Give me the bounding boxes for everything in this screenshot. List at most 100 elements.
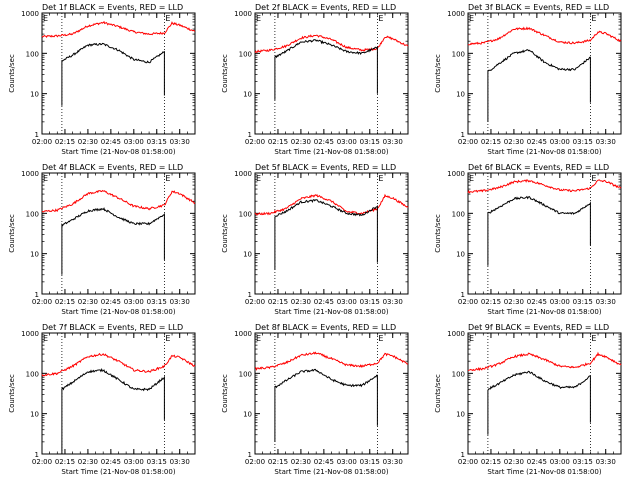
event-marker-label: E xyxy=(591,14,596,23)
x-tick-label: 03:00 xyxy=(124,138,144,146)
chart-panel: Det 6f BLACK = Events, RED = LLD 1 10 100 10… xyxy=(434,163,622,316)
events-series-line xyxy=(61,207,165,275)
event-marker-label: E xyxy=(469,334,474,343)
lld-series-line xyxy=(41,189,196,213)
chart-title: Det 3f BLACK = Events, RED = LLD xyxy=(468,3,609,12)
x-axis-label: Start Time (21-Nov-08 01:58:00) xyxy=(487,468,601,476)
events-series-line xyxy=(274,39,378,100)
x-tick-label: 03:00 xyxy=(550,458,570,466)
x-tick-label: 03:00 xyxy=(550,138,570,146)
y-tick-label: 100 xyxy=(26,370,39,378)
x-tick-label: 02:00 xyxy=(32,298,52,306)
plot-frame xyxy=(254,172,409,295)
chart-panel: Det 1f BLACK = Events, RED = LLD 1 10 100 10… xyxy=(8,3,196,156)
y-axis-label: Counts/sec xyxy=(434,374,442,413)
x-tick-label: 02:15 xyxy=(268,458,288,466)
x-tick-label: 02:15 xyxy=(481,138,501,146)
x-tick-label: 03:00 xyxy=(337,298,357,306)
lld-series-line xyxy=(41,352,196,377)
chart-title: Det 9f BLACK = Events, RED = LLD xyxy=(468,323,609,332)
x-tick-label: 02:00 xyxy=(32,458,52,466)
y-tick-label: 10 xyxy=(243,411,252,419)
event-marker-label: E xyxy=(43,14,48,23)
x-axis-label: Start Time (21-Nov-08 01:58:00) xyxy=(61,468,175,476)
events-series-line xyxy=(61,367,165,454)
y-axis-label: Counts/sec xyxy=(8,374,16,413)
y-axis-label: Counts/sec xyxy=(434,54,442,93)
x-tick-label: 02:15 xyxy=(481,298,501,306)
y-tick-label: 100 xyxy=(452,370,465,378)
x-tick-label: 02:45 xyxy=(101,458,121,466)
x-tick-label: 02:45 xyxy=(527,138,547,146)
y-tick-label: 1000 xyxy=(447,330,465,338)
x-tick-label: 03:30 xyxy=(170,138,190,146)
x-tick-label: 03:15 xyxy=(360,298,380,306)
x-tick-label: 02:45 xyxy=(527,458,547,466)
y-axis-label: Counts/sec xyxy=(434,214,442,253)
chart-title: Det 4f BLACK = Events, RED = LLD xyxy=(42,163,183,172)
x-tick-label: 02:00 xyxy=(32,138,52,146)
x-tick-label: 03:15 xyxy=(147,458,167,466)
event-marker-label: E xyxy=(591,334,596,343)
event-marker-label: E xyxy=(469,174,474,183)
plot-frame xyxy=(467,12,622,135)
event-marker-label: E xyxy=(469,14,474,23)
x-tick-label: 03:15 xyxy=(147,298,167,306)
x-tick-label: 02:30 xyxy=(78,138,98,146)
chart-panel: Det 5f BLACK = Events, RED = LLD 1 10 100 10… xyxy=(221,163,409,316)
x-tick-label: 03:15 xyxy=(147,138,167,146)
chart-panel: Det 8f BLACK = Events, RED = LLD 1 10 100 10… xyxy=(221,323,409,476)
plot-frame xyxy=(467,332,622,455)
plot-frame xyxy=(41,332,196,455)
event-marker-label: E xyxy=(378,14,383,23)
y-tick-label: 1000 xyxy=(21,10,39,18)
x-tick-label: 02:00 xyxy=(458,138,478,146)
y-tick-label: 1 xyxy=(35,291,39,299)
y-tick-label: 1 xyxy=(248,291,252,299)
x-tick-label: 02:15 xyxy=(55,458,75,466)
plot-frame xyxy=(254,332,409,455)
x-tick-label: 02:45 xyxy=(527,298,547,306)
lld-series-line xyxy=(467,179,622,194)
y-axis-label: Counts/sec xyxy=(221,214,229,253)
y-tick-label: 10 xyxy=(30,251,39,259)
event-marker-label: E xyxy=(591,174,596,183)
y-tick-label: 10 xyxy=(456,91,465,99)
x-tick-label: 02:45 xyxy=(101,298,121,306)
chart-title: Det 6f BLACK = Events, RED = LLD xyxy=(468,163,609,172)
events-series-line xyxy=(487,370,591,435)
chart-panel: Det 2f BLACK = Events, RED = LLD 1 10 100 10… xyxy=(221,3,409,156)
x-tick-label: 02:45 xyxy=(314,298,334,306)
chart-panel: Det 7f BLACK = Events, RED = LLD 1 10 100 10… xyxy=(8,323,196,476)
x-tick-label: 02:00 xyxy=(458,458,478,466)
y-tick-label: 10 xyxy=(243,91,252,99)
chart-panel: Det 3f BLACK = Events, RED = LLD 1 10 100 10… xyxy=(434,3,622,156)
y-tick-label: 1 xyxy=(35,131,39,139)
x-tick-label: 02:00 xyxy=(458,298,478,306)
y-tick-label: 1000 xyxy=(447,10,465,18)
x-tick-label: 02:30 xyxy=(504,458,524,466)
event-marker-label: E xyxy=(256,174,261,183)
event-marker-label: E xyxy=(165,14,170,23)
y-tick-label: 1 xyxy=(35,451,39,459)
y-tick-label: 10 xyxy=(456,411,465,419)
y-tick-label: 1000 xyxy=(234,10,252,18)
chart-title: Det 8f BLACK = Events, RED = LLD xyxy=(255,323,396,332)
x-axis-label: Start Time (21-Nov-08 01:58:00) xyxy=(274,308,388,316)
x-tick-label: 02:15 xyxy=(55,138,75,146)
chart-title: Det 7f BLACK = Events, RED = LLD xyxy=(42,323,183,332)
event-marker-label: E xyxy=(378,174,383,183)
events-series-line xyxy=(487,195,591,266)
y-tick-label: 1 xyxy=(248,131,252,139)
events-series-line xyxy=(61,42,165,106)
x-tick-label: 03:15 xyxy=(360,138,380,146)
x-tick-label: 03:30 xyxy=(170,458,190,466)
y-tick-label: 1000 xyxy=(234,170,252,178)
chart-title: Det 1f BLACK = Events, RED = LLD xyxy=(42,3,183,12)
y-tick-label: 10 xyxy=(30,411,39,419)
chart-title: Det 5f BLACK = Events, RED = LLD xyxy=(255,163,396,172)
x-tick-label: 02:45 xyxy=(314,458,334,466)
x-tick-label: 03:00 xyxy=(337,458,357,466)
x-tick-label: 02:00 xyxy=(245,458,265,466)
